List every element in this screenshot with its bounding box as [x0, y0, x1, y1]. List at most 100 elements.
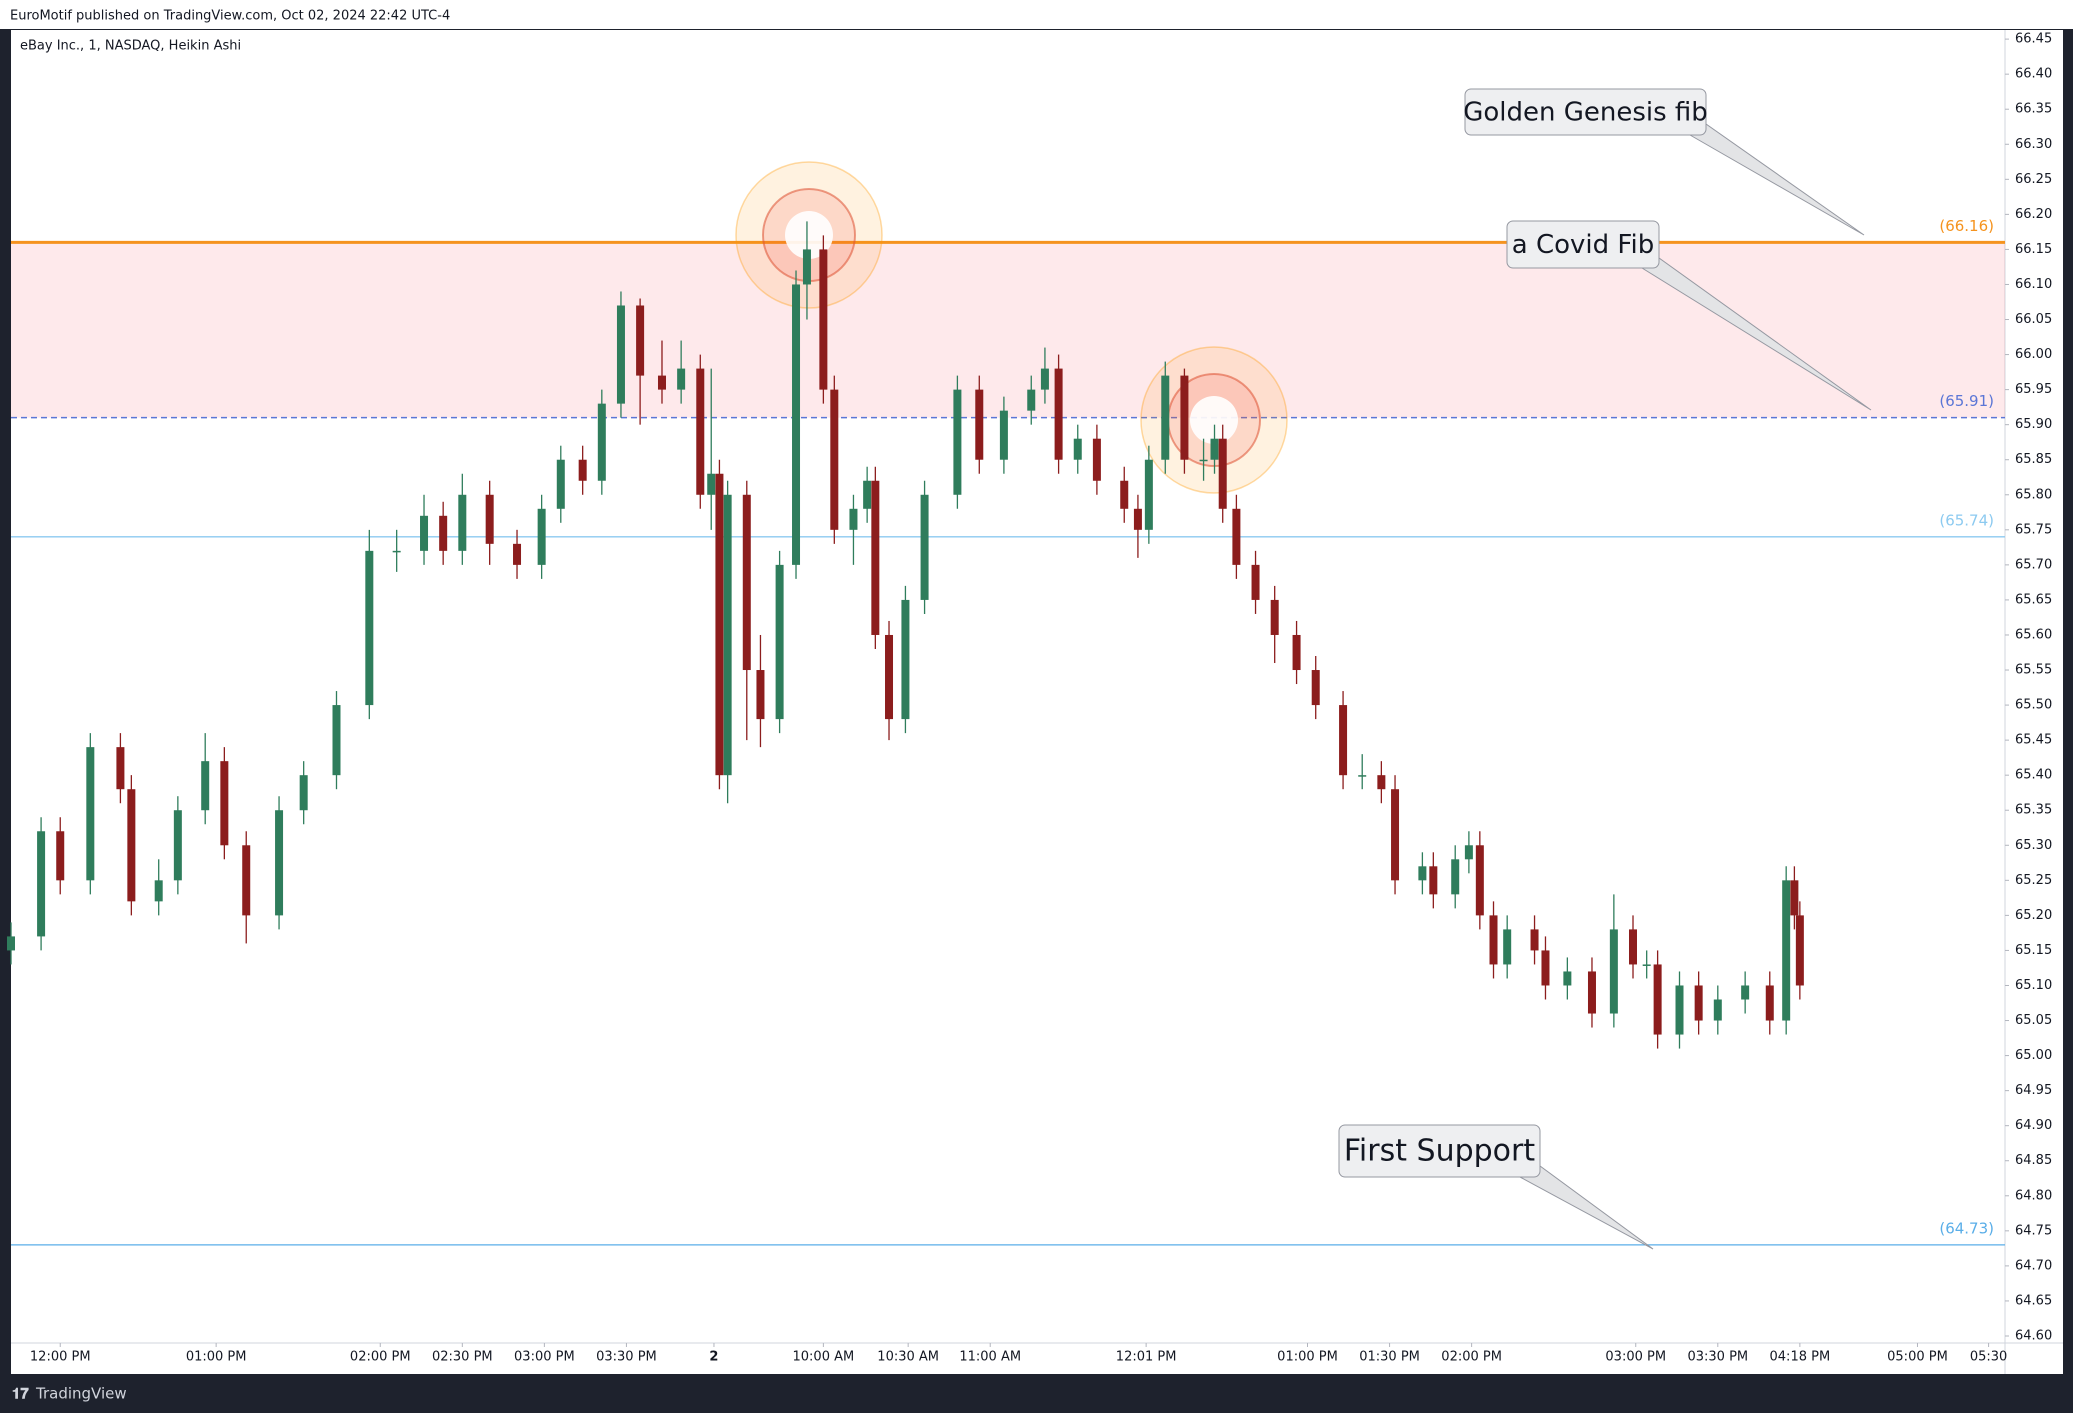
candle-body: [849, 508, 858, 530]
y-tick-label: 64.70: [2015, 1258, 2052, 1273]
y-tick-label: 65.75: [2015, 522, 2052, 537]
candle-body: [696, 368, 705, 495]
x-tick-label: 03:00 PM: [1605, 1350, 1666, 1365]
candle-body: [1120, 480, 1129, 509]
y-tick-label: 64.85: [2015, 1153, 2052, 1168]
highlight-inner: [1190, 396, 1238, 444]
candle-body: [901, 599, 910, 720]
candle-body: [1464, 845, 1473, 860]
candle-body: [677, 368, 686, 390]
callout-box: [1506, 220, 1660, 269]
candle-body: [802, 249, 811, 285]
y-tick-label: 64.95: [2015, 1083, 2052, 1098]
y-tick-label: 65.95: [2015, 382, 2052, 397]
x-tick-label: 02:00 PM: [350, 1350, 411, 1365]
candle-body: [1161, 375, 1170, 460]
candle-body: [636, 305, 645, 376]
candle-body: [332, 705, 341, 776]
candle-body: [707, 473, 716, 495]
x-tick-label: 05:30: [1970, 1350, 2007, 1365]
candle-body: [1541, 950, 1550, 986]
candle-body: [1311, 670, 1320, 706]
candle-body: [830, 389, 839, 530]
candle-body: [299, 775, 308, 811]
candle-body: [1563, 971, 1572, 986]
callout-box: [1464, 88, 1707, 136]
candle-body: [56, 831, 65, 881]
candle-body: [1144, 459, 1153, 530]
y-tick-label: 66.10: [2015, 277, 2052, 292]
candle-body: [1653, 964, 1662, 1035]
candle-body: [201, 761, 210, 811]
y-tick-label: 66.15: [2015, 242, 2052, 257]
candle-body: [1629, 929, 1638, 965]
candle-body: [578, 459, 587, 481]
candle-body: [220, 761, 229, 846]
candle-body: [392, 550, 401, 553]
candle-body: [1503, 929, 1512, 965]
candle-body: [1054, 368, 1063, 460]
y-tick-label: 65.45: [2015, 733, 2052, 748]
header-text: EuroMotif published on TradingView.com, …: [10, 9, 450, 24]
candle-body: [1418, 866, 1427, 881]
y-tick-label: 65.90: [2015, 417, 2052, 432]
y-tick-label: 65.40: [2015, 768, 2052, 783]
chart-panel: [11, 30, 2063, 1374]
candle-body: [999, 410, 1008, 460]
candle-body: [86, 747, 95, 881]
candle-body: [1339, 705, 1348, 776]
x-tick-label: 04:18 PM: [1770, 1350, 1831, 1365]
candle-body: [365, 550, 374, 706]
candle-body: [1133, 508, 1142, 530]
x-tick-label: 03:30 PM: [596, 1350, 657, 1365]
y-tick-label: 65.20: [2015, 908, 2052, 923]
y-tick-label: 64.65: [2015, 1293, 2052, 1308]
candle-body: [1251, 564, 1260, 600]
candle-body: [173, 810, 182, 881]
candle-body: [1713, 999, 1722, 1021]
fib-zone: [11, 242, 2005, 418]
candle-body: [715, 473, 724, 776]
y-tick-label: 66.35: [2015, 102, 2052, 117]
candle-body: [616, 305, 625, 404]
x-tick-label: 02:00 PM: [1441, 1350, 1502, 1365]
symbol-title: eBay Inc., 1, NASDAQ, Heikin Ashi: [20, 39, 241, 54]
y-tick-label: 66.45: [2015, 32, 2052, 47]
y-tick-label: 64.75: [2015, 1223, 2052, 1238]
candle-body: [975, 389, 984, 460]
y-tick-label: 66.40: [2015, 67, 2052, 82]
candle-body: [127, 789, 136, 902]
y-tick-label: 65.00: [2015, 1048, 2052, 1063]
x-tick-label: 01:30 PM: [1359, 1350, 1420, 1365]
y-tick-label: 65.05: [2015, 1013, 2052, 1028]
candle-body: [556, 459, 565, 509]
candle-body: [819, 249, 828, 390]
y-tick-label: 66.25: [2015, 172, 2052, 187]
candle-body: [1199, 459, 1208, 462]
y-tick-label: 65.70: [2015, 557, 2052, 572]
y-tick-label: 65.10: [2015, 978, 2052, 993]
candle-body: [1292, 634, 1301, 671]
candle-body: [458, 494, 467, 551]
candle-body: [1232, 508, 1241, 565]
candle-body: [1027, 389, 1036, 411]
callout-box: [1338, 1124, 1541, 1178]
candle-body: [1675, 985, 1684, 1035]
x-tick-label: 2: [709, 1350, 718, 1365]
candle-body: [485, 494, 494, 544]
x-tick-label: 10:30 AM: [877, 1350, 939, 1365]
y-tick-label: 65.35: [2015, 803, 2052, 818]
y-tick-label: 65.15: [2015, 943, 2052, 958]
candle-body: [657, 375, 666, 390]
header-bar: [0, 0, 2073, 29]
y-tick-label: 65.25: [2015, 873, 2052, 888]
x-tick-label: 12:01 PM: [1116, 1350, 1177, 1365]
y-tick-label: 65.30: [2015, 838, 2052, 853]
candle-body: [1741, 985, 1750, 1000]
candle-body: [7, 936, 15, 951]
y-tick-label: 65.55: [2015, 663, 2052, 678]
candle-body: [1040, 368, 1049, 390]
candle-body: [1210, 438, 1219, 460]
candle-body: [1391, 789, 1400, 881]
